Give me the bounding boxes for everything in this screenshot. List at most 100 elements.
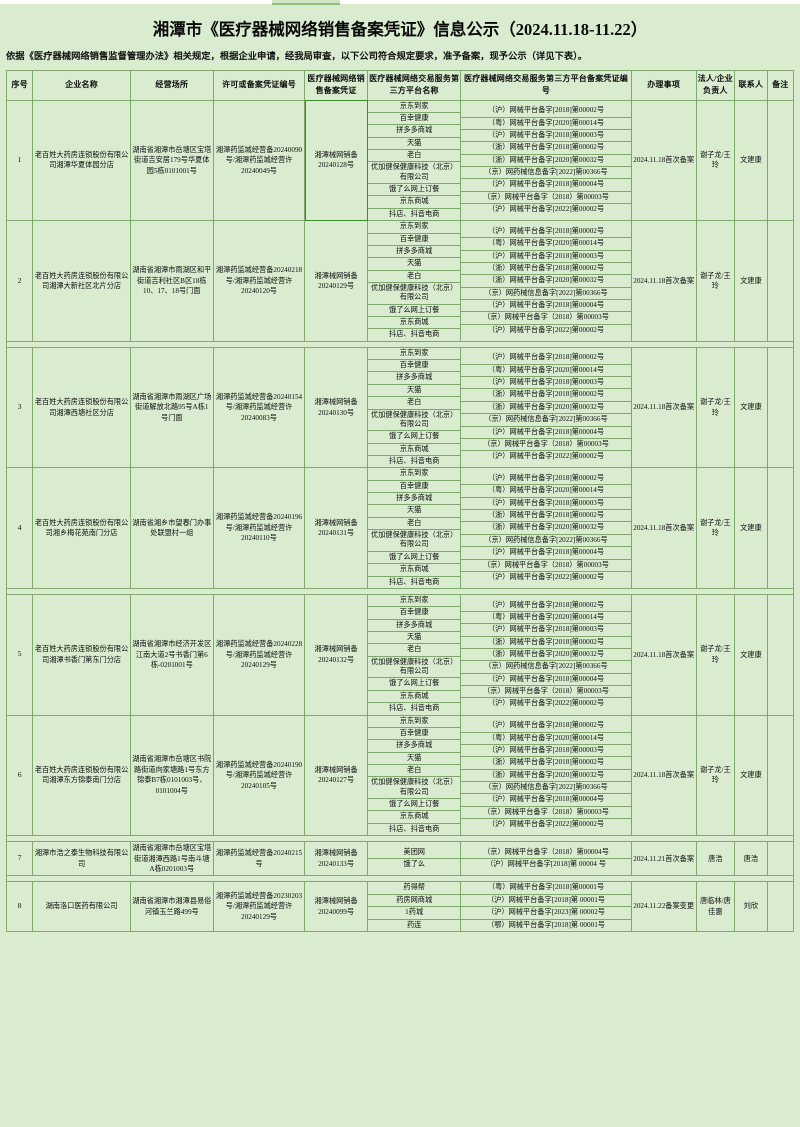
platform-filing-number: （粤）网械平台备字[2018]第00001号 xyxy=(461,882,631,895)
platform-filing-number: （沪）网械平台备字[2022]第00002号 xyxy=(461,324,631,337)
platform-filing-number: （浙）网械平台备字[2018]第00002号 xyxy=(461,509,631,523)
platform-filing-row: （浙）网械平台备字[2020]第00032号 xyxy=(461,401,631,415)
page-title: 湘潭市《医疗器械网络销售备案凭证》信息公示（2024.11.18-11.22） xyxy=(152,20,648,39)
platform-name: 拼多多商城 xyxy=(368,619,461,633)
cell-platform-filing-numbers: （沪）网械平台备字[2018]第00002号 （粤）网械平台备字[2020]第00… xyxy=(460,593,632,716)
platform-name-row: 京东商城 xyxy=(368,316,461,330)
platform-name: 饿了么网上订餐 xyxy=(368,551,461,565)
cell-platform-names: 京东到家 百幸健康 拼多多商城 天猫 老白 优加健保健康科技（北京）有限公司 饿了么网上订餐… xyxy=(367,99,462,222)
platform-name-row: 京东商城 xyxy=(368,443,461,456)
platform-filing-number: （京）网药械信息备字[2022]第00366号 xyxy=(461,287,631,300)
platform-name: 老白 xyxy=(368,517,461,531)
header-network-sales-filing-cert: 医疗器械网络销售备案凭证 xyxy=(304,69,369,101)
cell-remark xyxy=(766,714,795,837)
page-top-tab xyxy=(272,0,340,5)
platform-name: 美团网 xyxy=(368,846,461,860)
platform-name-row: 饿了么网上订餐 xyxy=(368,798,461,812)
platform-name-row: 京东到家 xyxy=(368,468,461,481)
cell-platform-names: 京东到家 百幸健康 拼多多商城 天猫 老白 优加健保健康科技（北京）有限公司 饿了么网上订餐… xyxy=(367,220,462,342)
platform-name-row: 京东到家 xyxy=(368,347,461,361)
platform-filing-number: （京）网械平台备字（2018）第00003号 xyxy=(461,311,631,325)
platform-name: 京东商城 xyxy=(368,195,461,209)
table-row[interactable]: 7 湘潭市浩之泰生物科技有限公司 湖南省湘潭市岳塘区宝塔街道湘潭西路1号南斗塘A栋0… xyxy=(5,841,795,877)
platform-filing-number: （沪）网械平台备字[2018]第00002号 xyxy=(461,473,631,486)
platform-name: 拼多多商城 xyxy=(368,124,461,138)
platform-name: 百幸健康 xyxy=(368,480,461,494)
platform-name: 饿了么网上订餐 xyxy=(368,677,461,691)
platform-name: 拼多多商城 xyxy=(368,371,461,385)
platform-filing-number: （沪）网械平台备字[2018]第00004号 xyxy=(461,299,631,313)
platform-filing-row: （浙）网械平台备字[2020]第00032号 xyxy=(461,154,631,168)
cell-network-sales-filing-cert: 湘潭械网销备20240130号 xyxy=(304,346,369,469)
table-row[interactable]: 1 老百姓大药房连锁股份有限公司湘潭华夏体园分店 湖南省湘潭市岳塘区宝塔街道吉安居1… xyxy=(5,99,795,222)
platform-filing-number: （沪）网械平台备字[2018]第00002号 xyxy=(461,225,631,239)
cell-business-premises: 湖南省湘潭市岳塘区宝塔街道湘潭西路1号南斗塘A栋0201003号 xyxy=(129,841,214,877)
cell-company-name: 老百姓大药房连锁股份有限公司湘乡梅花苑南门分店 xyxy=(32,467,131,589)
platform-name-row: 老白 xyxy=(368,396,461,410)
cell-remark xyxy=(766,881,795,932)
cell-business-premises: 湖南省湘潭市雨湖区广场街道解放北路95号A栋1号门面 xyxy=(129,346,214,469)
table-row[interactable]: 2 老百姓大药房连锁股份有限公司湘潭大新社区北片分店 湖南省湘潭市雨湖区和平街道吉利… xyxy=(5,220,795,342)
platform-filing-number: （沪）网械平台备字[2018]第00003号 xyxy=(461,744,631,758)
cell-business-premises: 湖南省湘潭市岳塘区书院路街道向家塘路1号东方锦泰B7栋0101003号、0101… xyxy=(129,714,214,837)
platform-name-row: 药得帮 xyxy=(368,882,461,895)
platform-filing-number: （沪）网械平台备字[2018]第00003号 xyxy=(461,250,631,263)
cell-matter: 2024.11.22备案变更 xyxy=(630,881,697,932)
platform-name-row: 京东到家 xyxy=(368,594,461,608)
platform-name-row: 老白 xyxy=(368,149,461,163)
platform-name-row: 老白 xyxy=(368,643,461,657)
cell-index: 3 xyxy=(5,346,34,469)
platform-name-row: 抖店、抖音电商 xyxy=(368,455,461,468)
separator-cell xyxy=(6,587,794,595)
platform-filing-number: （京）网药械信息备字[2022]第00366号 xyxy=(461,660,631,674)
platform-name: 老白 xyxy=(368,764,461,778)
platform-name-row: 1药城 xyxy=(368,906,461,920)
platform-filing-row: （浙）网械平台备字[2020]第00032号 xyxy=(461,769,631,782)
cell-license-number: 湘潭药监城经营备20240218号/湘潭药监城经营许20240120号 xyxy=(212,220,306,342)
platform-name: 饿了么网上订餐 xyxy=(368,183,461,197)
table-row[interactable]: 5 老百姓大药房连锁股份有限公司湘潭书香门第东门分店 湖南省湘潭市经济开发区江南大道… xyxy=(5,593,795,716)
platform-name: 天猫 xyxy=(368,384,461,398)
platform-name: 百幸健康 xyxy=(368,233,461,246)
platform-name: 药房网商城 xyxy=(368,894,461,908)
platform-name: 老白 xyxy=(368,643,461,657)
platform-filing-number: （京）网械平台备字（2018）第00003号 xyxy=(461,806,631,820)
cell-license-number: 湘潭药监城经营备20240090号/湘潭药监城经营许20240049号 xyxy=(212,99,306,222)
table-row[interactable]: 4 老百姓大药房连锁股份有限公司湘乡梅花苑南门分店 湖南省湘乡市望春门办事处联盟村一… xyxy=(5,467,795,589)
cell-index: 8 xyxy=(5,881,34,932)
table-row[interactable]: 6 老百姓大药房连锁股份有限公司湘潭东方锦泰南门分店 湖南省湘潭市岳塘区书院路街道向… xyxy=(5,714,795,837)
platform-filing-row: （沪）网械平台备字[2018]第00004号 xyxy=(461,299,631,313)
platform-name-row: 优加健保健康科技（北京）有限公司 xyxy=(368,656,461,679)
platform-name-row: 京东到家 xyxy=(368,221,461,234)
platform-filing-number: （浙）网械平台备字[2018]第00002号 xyxy=(461,141,631,155)
platform-name-row: 百幸健康 xyxy=(368,112,461,126)
platform-name: 优加健保健康科技（北京）有限公司 xyxy=(368,776,461,800)
platform-filing-row: （沪）网械平台备字[2018]第00004号 xyxy=(461,673,631,687)
cell-network-sales-filing-cert: 湘潭械网销备20240099号 xyxy=(304,881,369,932)
platform-filing-row: （京）网药械信息备字[2022]第00366号 xyxy=(461,781,631,795)
platform-filing-number: （京）网械平台备字（2018）第00003号 xyxy=(461,685,631,699)
platform-filing-row: （粤）网械平台备字[2020]第00014号 xyxy=(461,117,631,130)
cell-remark xyxy=(766,841,795,877)
table-row[interactable]: 8 湖南洛口医药有限公司 湖南省湘潭市湘潭县易俗河镇玉兰路499号 湘潭药监城经营备2… xyxy=(5,881,795,932)
platform-name-row: 拼多多商城 xyxy=(368,245,461,259)
cell-contact: 文建康 xyxy=(734,99,768,222)
cell-platform-filing-numbers: （沪）网械平台备字[2018]第00002号 （粤）网械平台备字[2020]第00… xyxy=(460,467,632,589)
cell-legal-person: 谢子龙/王玲 xyxy=(695,467,736,589)
cell-license-number: 湘潭药监城经营备20240196号/湘潭药监城经营许20240110号 xyxy=(212,467,306,589)
platform-filing-row: （沪）网械平台备字[2018]第00003号 xyxy=(461,129,631,143)
platform-filing-row: （沪）网械平台备字[2018]第 00001号 xyxy=(461,894,631,908)
platform-name-row: 百幸健康 xyxy=(368,480,461,494)
platform-name: 饿了么网上订餐 xyxy=(368,304,461,318)
platform-name-row: 百幸健康 xyxy=(368,606,461,620)
table-row[interactable]: 3 老百姓大药房连锁股份有限公司湘潭西塘社区分店 湖南省湘潭市雨湖区广场街道解放北路… xyxy=(5,346,795,469)
cell-company-name: 老百姓大药房连锁股份有限公司湘潭大新社区北片分店 xyxy=(32,220,131,342)
platform-name-row: 优加健保健康科技（北京）有限公司 xyxy=(368,409,461,432)
platform-name: 优加健保健康科技（北京）有限公司 xyxy=(368,282,461,305)
platform-name-row: 京东到家 xyxy=(368,100,461,113)
platform-name: 1药城 xyxy=(368,906,461,920)
platform-filing-number: （沪）网械平台备字[2018]第00004号 xyxy=(461,178,631,192)
platform-name-row: 优加健保健康科技（北京）有限公司 xyxy=(368,529,461,552)
cell-legal-person: 谢子龙/王玲 xyxy=(695,593,736,716)
platform-name: 老白 xyxy=(368,270,461,283)
